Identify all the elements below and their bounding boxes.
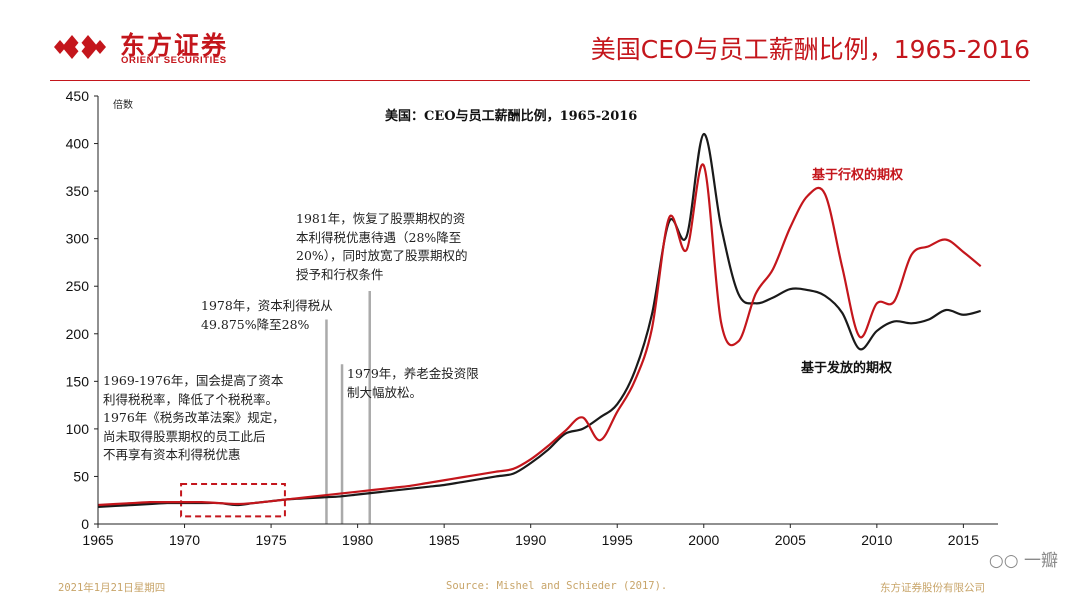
x-tick-label-1980: 1980 — [342, 532, 373, 548]
x-tick-label-1965: 1965 — [82, 532, 113, 548]
slide-title: 美国CEO与员工薪酬比例，1965-2016 — [590, 35, 1030, 64]
y-axis-unit-label: 倍数 — [113, 100, 133, 111]
wechat-watermark: ○○ 一瓣 — [989, 546, 1058, 571]
logo-cn-text: 东方证券 — [120, 31, 229, 60]
annotation-1978: 1978年，资本利得税从 49.875%降至28% — [201, 298, 333, 332]
x-tick-label-1975: 1975 — [255, 532, 286, 548]
footer-date: 2021年1月21日星期四 — [58, 582, 166, 594]
x-tick-label-2010: 2010 — [861, 532, 892, 548]
logo-en-text: ORIENT SECURITIES — [121, 55, 227, 66]
annotation-1979: 1979年，养老金投资限 制大幅放松。 — [347, 366, 479, 400]
y-tick-label-50: 50 — [73, 468, 89, 484]
y-tick-label-100: 100 — [66, 421, 90, 437]
x-tick-label-2005: 2005 — [775, 532, 806, 548]
footer-source: Source: Mishel and Schieder (2017). — [446, 580, 668, 592]
orient-securities-logo-icon — [54, 35, 106, 59]
y-tick-label-350: 350 — [66, 183, 90, 199]
series-label-exercised: 基于行权的期权 — [812, 168, 904, 183]
y-tick-label-450: 450 — [66, 88, 90, 104]
series-line-exercised — [97, 163, 982, 507]
chart-title: 美国：CEO与员工薪酬比例，1965-2016 — [385, 109, 638, 124]
x-tick-label-1990: 1990 — [515, 532, 546, 548]
x-tick-label-2000: 2000 — [688, 532, 719, 548]
y-tick-label-150: 150 — [66, 373, 90, 389]
header-divider — [50, 80, 1030, 81]
y-tick-label-200: 200 — [66, 326, 90, 342]
y-tick-label-250: 250 — [66, 278, 90, 294]
y-tick-label-0: 0 — [81, 516, 89, 532]
watermark-text: 一瓣 — [1024, 551, 1058, 571]
wechat-icon: ○○ — [988, 551, 1019, 571]
annotation-1981: 1981年，恢复了股票期权的资 本利得税优惠待遇（28%降至 20%），同时放宽… — [296, 211, 468, 282]
highlight-box-1970-1975 — [180, 483, 286, 518]
x-tick-label-2015: 2015 — [948, 532, 979, 548]
x-tick-label-1995: 1995 — [602, 532, 633, 548]
y-tick-label-400: 400 — [66, 136, 90, 152]
series-label-granted: 基于发放的期权 — [801, 361, 893, 376]
x-tick-label-1970: 1970 — [169, 532, 200, 548]
x-tick-label-1985: 1985 — [429, 532, 460, 548]
annotation-1969-1976: 1969-1976年，国会提高了资本 利得税税率，降低了个税税率。 1976年《… — [103, 373, 285, 462]
footer-company: 东方证券股份有限公司 — [880, 582, 985, 594]
y-tick-label-300: 300 — [66, 231, 90, 247]
